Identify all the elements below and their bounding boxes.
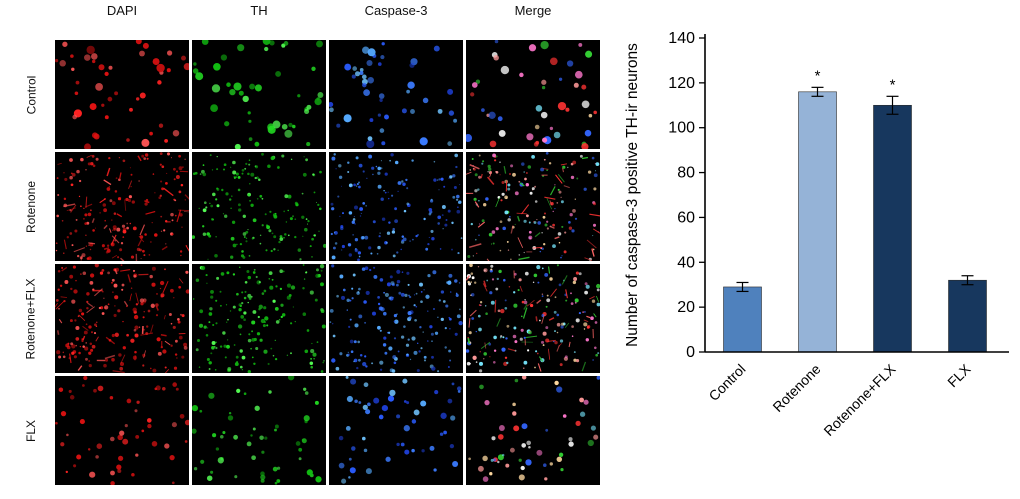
y-tick-label: 20 <box>677 299 695 316</box>
column-header-th: TH <box>250 3 268 18</box>
micrograph-image <box>466 264 600 373</box>
bar-chart: Number of caspase-3 positive TH-ir neuro… <box>615 0 1020 499</box>
micrograph-image <box>329 376 463 485</box>
micro-panel-control-merge <box>466 40 600 149</box>
micro-panel-control-th <box>192 40 326 149</box>
micrograph-image <box>55 376 189 485</box>
column-header-merge: Merge <box>514 3 552 18</box>
micro-panel-rotenone-flx-dapi <box>55 264 189 373</box>
y-tick-label: 40 <box>677 254 695 271</box>
micrograph-image <box>466 376 600 485</box>
micro-panel-rotenone-merge <box>466 152 600 261</box>
micro-panel-rotenone-th <box>192 152 326 261</box>
y-tick-label: 120 <box>668 75 695 92</box>
bar-flx <box>948 279 987 353</box>
x-tick-label-rotenone: Rotenone <box>769 361 823 415</box>
y-tick-label: 140 <box>668 30 695 47</box>
column-header-caspase3: Caspase-3 <box>364 3 428 18</box>
micrograph-image <box>192 264 326 373</box>
significance-asterisk-rotenone: * <box>815 67 821 84</box>
bar-control <box>723 286 762 353</box>
y-axis-title: Number of caspase-3 positive TH-ir neuro… <box>624 43 641 347</box>
micro-panel-rotenone-dapi <box>55 152 189 261</box>
y-tick-label: 100 <box>668 120 695 137</box>
bar-chart-svg: Number of caspase-3 positive TH-ir neuro… <box>624 30 1009 439</box>
micrograph-image <box>55 40 189 149</box>
x-tick-label-flx: FLX <box>944 360 974 390</box>
x-tick-label-rotenone-flx: Rotenone+FLX <box>820 360 899 439</box>
micrograph-image <box>466 152 600 261</box>
bar-rotenone <box>798 91 837 353</box>
micro-panel-flx-dapi <box>55 376 189 485</box>
micro-panel-rotenone-caspase3 <box>329 152 463 261</box>
micro-panel-rotenone-flx-caspase3 <box>329 264 463 373</box>
column-header-dapi: DAPI <box>106 3 138 18</box>
micro-panel-control-dapi <box>55 40 189 149</box>
micrograph-image <box>192 152 326 261</box>
micrograph-image <box>192 40 326 149</box>
micrograph-image <box>329 152 463 261</box>
micrograph-image <box>55 152 189 261</box>
bar-rotenone-flx <box>873 104 912 353</box>
micro-panel-flx-merge <box>466 376 600 485</box>
row-label-flx: FLX <box>10 376 52 485</box>
micro-panel-flx-th <box>192 376 326 485</box>
row-label-rotenone: Rotenone <box>10 152 52 261</box>
row-label-text: FLX <box>23 419 38 442</box>
micrograph-image <box>466 40 600 149</box>
micrograph-image <box>329 264 463 373</box>
row-label-rotenone-flx: Rotenone+FLX <box>10 264 52 373</box>
y-tick-label: 60 <box>677 209 695 226</box>
micro-panel-flx-caspase3 <box>329 376 463 485</box>
micrograph-image <box>55 264 189 373</box>
row-label-text: Rotenone <box>24 180 39 233</box>
micrograph-image <box>329 40 463 149</box>
micro-panel-rotenone-flx-merge <box>466 264 600 373</box>
micro-panel-control-caspase3 <box>329 40 463 149</box>
row-label-text: Control <box>24 75 38 114</box>
micro-panel-rotenone-flx-th <box>192 264 326 373</box>
significance-asterisk-rotenone-flx: * <box>890 76 896 93</box>
x-tick-label-control: Control <box>705 361 748 404</box>
y-tick-label: 0 <box>686 344 695 361</box>
y-tick-label: 80 <box>677 165 695 182</box>
micrograph-image <box>192 376 326 485</box>
row-label-control: Control <box>10 40 52 149</box>
row-label-text: Rotenone+FLX <box>24 277 38 360</box>
